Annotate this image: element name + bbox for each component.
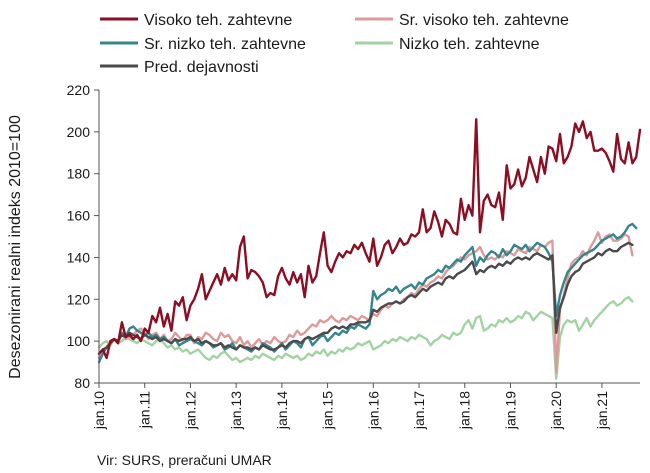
y-tick-label: 200 [67, 124, 91, 140]
x-tick-label: jan.17 [411, 391, 427, 430]
x-tick-label: jan.10 [91, 391, 107, 430]
y-axis-label: Desezonirani realni indeks 2010=100 [7, 115, 24, 379]
y-tick-label: 80 [74, 375, 90, 391]
source-note: Vir: SURS, preračuni UMAR [97, 452, 272, 468]
series-line-2 [97, 222, 638, 364]
x-tick-label: jan.12 [182, 391, 198, 430]
series-lines [97, 118, 642, 380]
y-tick-label: 160 [67, 208, 91, 224]
legend-label: Pred. dejavnosti [144, 59, 259, 76]
plot-area: 80 100 120 140 160 180 200 220 jan.10 jan.11 jan.1… [67, 82, 642, 430]
series-line-0 [97, 118, 642, 360]
series-line-3 [97, 296, 634, 380]
axes: 80 100 120 140 160 180 200 220 jan.10 jan.11 jan.1… [67, 82, 640, 430]
y-tick-label: 100 [67, 333, 91, 349]
legend-entry: Sr. nizko teh. zahtevne [100, 36, 306, 53]
x-tick-label: jan.18 [457, 391, 473, 430]
legend: Visoko teh. zahtevne Sr. visoko teh. zaht… [100, 12, 569, 76]
x-tick-label: jan.19 [502, 391, 518, 430]
x-tick-label: jan.15 [320, 391, 336, 430]
legend-entry: Nizko teh. zahtevne [355, 36, 540, 53]
y-tick-label: 120 [67, 291, 91, 307]
x-tick-label: jan.11 [137, 391, 153, 429]
x-tick-label: jan.16 [365, 391, 381, 430]
legend-label: Sr. nizko teh. zahtevne [144, 36, 306, 53]
legend-entry: Visoko teh. zahtevne [100, 12, 292, 29]
x-tick-label: jan.20 [548, 391, 564, 430]
y-tick-label: 180 [67, 166, 91, 182]
legend-label: Sr. visoko teh. zahtevne [399, 12, 569, 29]
x-tick-label: jan.21 [594, 391, 610, 430]
y-tick-label: 140 [67, 249, 91, 265]
legend-entry: Sr. visoko teh. zahtevne [355, 12, 569, 29]
legend-label: Nizko teh. zahtevne [399, 36, 540, 53]
series-line-4 [97, 241, 634, 355]
legend-entry: Pred. dejavnosti [100, 59, 259, 76]
legend-label: Visoko teh. zahtevne [144, 12, 292, 29]
y-tick-label: 220 [67, 82, 91, 98]
x-tick-label: jan.13 [228, 391, 244, 430]
x-tick-label: jan.14 [274, 391, 290, 430]
